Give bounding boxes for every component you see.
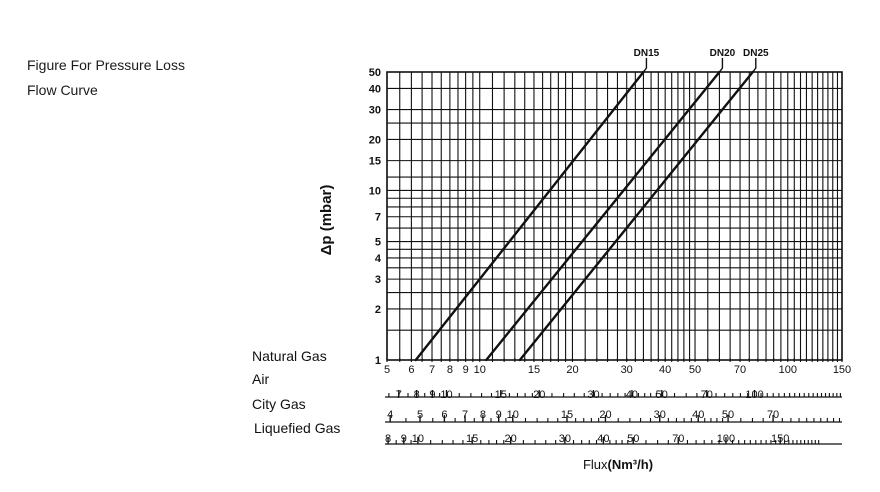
- y-axis-label: Δp (mbar): [318, 185, 335, 256]
- scale-tick-label: 8: [480, 409, 486, 421]
- scale-tick-label: 20: [599, 409, 611, 421]
- scale-tick-label: 9: [429, 389, 435, 401]
- scale-tick-label: 20: [505, 433, 517, 445]
- scale-tick-label: 10: [412, 433, 424, 445]
- scale-tick-label: 10: [507, 409, 519, 421]
- scale-tick-label: 50: [627, 433, 639, 445]
- scale-tick-label: 70: [701, 389, 713, 401]
- y-tick-label: 50: [369, 67, 381, 79]
- scale-tick-label: 30: [587, 389, 599, 401]
- y-tick-label: 5: [375, 237, 381, 249]
- scale-tick-label: 30: [621, 364, 633, 376]
- x-axis-label: Flux(Nm³/h): [583, 457, 653, 472]
- y-tick-label: 4: [375, 253, 382, 265]
- scale-tick-label: 9: [463, 364, 469, 376]
- scale-tick-label: 6: [441, 409, 447, 421]
- y-tick-label: 3: [375, 274, 381, 286]
- scale-tick-label: 40: [597, 433, 609, 445]
- scale-tick-label: 40: [626, 389, 638, 401]
- scale-name: Air: [252, 371, 269, 387]
- scale-tick-label: 8: [385, 433, 391, 445]
- curve-layer: DN15 DN20 DN25: [414, 48, 769, 362]
- scale-tick-label: 6: [408, 364, 414, 376]
- plot-frame: [386, 71, 843, 361]
- scale-name: Natural Gas: [252, 348, 327, 364]
- y-tick-label: 10: [369, 185, 381, 197]
- caption-line-1: Figure For Pressure Loss: [27, 57, 185, 73]
- y-tick-label: 30: [369, 105, 381, 117]
- y-tick-label: 40: [369, 83, 381, 95]
- y-tick-label: 15: [369, 156, 381, 168]
- scale-tick-label: 10: [474, 364, 486, 376]
- scale-name: City Gas: [252, 396, 306, 412]
- scale-tick-label: 150: [771, 433, 789, 445]
- scale-tick-label: 7: [429, 364, 435, 376]
- scale-tick-label: 15: [466, 433, 478, 445]
- axis-layer: 1 2 3 4 5 7 10 15 20 30 40 50: [369, 67, 843, 367]
- scale-tick-label: 70: [767, 409, 779, 421]
- scale-tick-label: 20: [533, 389, 545, 401]
- scale-tick-label: 9: [496, 409, 502, 421]
- curve-dn20: [485, 70, 721, 362]
- scale-tick-label: 70: [672, 433, 684, 445]
- curve-dn15: [414, 70, 645, 362]
- scale-tick-label: 40: [692, 409, 704, 421]
- scale-tick-label: 30: [559, 433, 571, 445]
- scale-tick-label: 100: [779, 364, 797, 376]
- curve-label-dn15: DN15: [634, 48, 660, 59]
- y-tick-label: 1: [375, 355, 381, 367]
- grid-layer: [386, 71, 843, 361]
- scale-tick-label: 8: [447, 364, 453, 376]
- curve-label-dn25: DN25: [743, 48, 769, 59]
- scale-tick-label: 50: [689, 364, 701, 376]
- scale-tick-label: 5: [384, 364, 390, 376]
- scale-tick-label: 8: [414, 389, 420, 401]
- scale-tick-label: 7: [462, 409, 468, 421]
- scale-tick-label: 70: [734, 364, 746, 376]
- y-tick-label: 20: [369, 134, 381, 146]
- curve-label-leader: [642, 58, 648, 73]
- caption-line-2: Flow Curve: [27, 82, 98, 98]
- scale-tick-label: 4: [387, 409, 393, 421]
- curve-label-leader: [752, 58, 757, 73]
- y-tick-label: 2: [375, 304, 381, 316]
- x-axis-label-prefix: Flux: [583, 457, 608, 472]
- scale-tick-label: 100: [745, 389, 763, 401]
- scale-tick-label: 150: [833, 364, 851, 376]
- scale-tick-label: 50: [722, 409, 734, 421]
- scale-tick-label: 20: [566, 364, 578, 376]
- curve-label-dn20: DN20: [710, 48, 736, 59]
- scale-tick-label: 30: [654, 409, 666, 421]
- scale-tick-label: 10: [440, 389, 452, 401]
- scale-tick-label: 50: [656, 389, 668, 401]
- scale-tick-label: 15: [528, 364, 540, 376]
- x-axis-label-unit: (Nm³/h): [608, 457, 654, 472]
- scale-name: Liquefied Gas: [254, 420, 340, 436]
- curve-label-leader: [718, 58, 724, 73]
- scale-tick-label: 40: [659, 364, 671, 376]
- curve-dn25: [518, 70, 754, 362]
- scale-tick-label: 15: [561, 409, 573, 421]
- scale-tick-label: 9: [401, 433, 407, 445]
- scale-tick-label: 5: [417, 409, 423, 421]
- scale-tick-label: 15: [495, 389, 507, 401]
- scale-tick-label: 100: [717, 433, 735, 445]
- y-tick-label: 7: [375, 212, 381, 224]
- scale-tick-label: 7: [396, 389, 402, 401]
